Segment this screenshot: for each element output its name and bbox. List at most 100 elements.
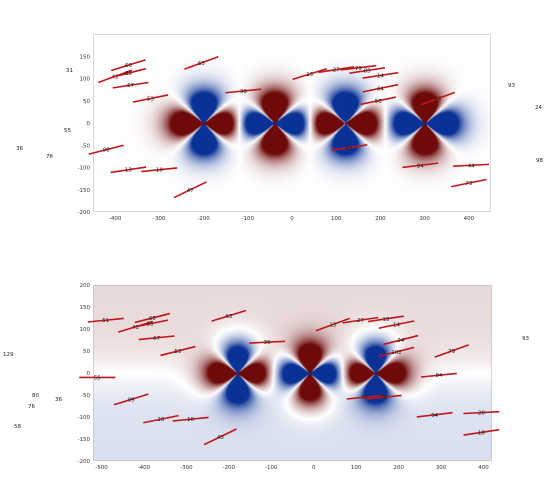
marker-label: 27	[357, 318, 364, 324]
x-tick-label: 400	[464, 216, 475, 222]
field-svg: -500 -400 -300 -200 -100 0 100 200 300 4002001501…	[78, 283, 500, 471]
marker-label: 64	[377, 86, 384, 92]
side-label-right: 93	[522, 336, 529, 342]
marker-line	[110, 59, 146, 72]
marker-label: 13	[306, 72, 313, 78]
side-label-left: 36	[16, 146, 23, 152]
marker-label: 63	[198, 61, 205, 67]
x-tick-label: -400	[138, 465, 151, 471]
marker-line	[138, 335, 175, 341]
marker-line	[463, 410, 500, 415]
x-tick-label: -400	[109, 216, 122, 222]
field-svg: -400 -300 -200 -100 0 100 200 300 400 150 100 50 0 -5…	[78, 34, 491, 222]
marker-label: 99	[128, 397, 135, 403]
marker-line	[434, 344, 469, 358]
marker-label: 14	[393, 323, 400, 329]
marker-line	[346, 394, 383, 400]
marker-label: 73	[465, 181, 472, 187]
marker-label: 15	[382, 317, 389, 323]
marker-line	[132, 319, 169, 329]
marker-line	[112, 81, 149, 89]
field-heatmap	[93, 34, 491, 212]
marker-line	[292, 67, 328, 81]
marker-line	[160, 345, 196, 357]
x-tick-label: -200	[197, 216, 210, 222]
y-tick-label: 150	[80, 54, 91, 60]
x-tick-label: -300	[180, 465, 193, 471]
y-tick-label: 0	[87, 371, 91, 377]
side-label-left: 76	[28, 404, 35, 410]
y-tick-label: -100	[78, 415, 91, 421]
marker-line	[402, 162, 439, 169]
marker-line	[225, 88, 262, 94]
marker-label: 14	[377, 73, 384, 79]
x-tick-label: 300	[419, 216, 430, 222]
marker-line	[378, 346, 415, 358]
marker-label: 10	[156, 168, 163, 174]
marker-label: 24	[397, 338, 404, 344]
marker-label: 84	[435, 373, 442, 379]
x-tick-label: 0	[290, 216, 294, 222]
marker-label: 61	[346, 145, 353, 151]
marker-line	[349, 67, 386, 74]
marker-line	[416, 411, 453, 418]
marker-label: 55	[147, 322, 154, 328]
y-tick-label: 0	[87, 121, 91, 127]
marker-label: 67	[127, 83, 134, 89]
marker-label: 43	[217, 435, 224, 441]
marker-label: 60	[125, 63, 132, 69]
marker-line	[362, 71, 399, 79]
x-tick-label: -300	[153, 216, 166, 222]
x-tick-label: -100	[242, 216, 255, 222]
field-map-bottom: -500 -400 -300 -200 -100 0 100 200 300 400 200 150 1…	[78, 283, 500, 471]
marker-label: 65	[149, 316, 156, 322]
marker-label: 20	[478, 411, 485, 417]
marker-label: 56	[375, 99, 382, 105]
marker-label: 98	[103, 148, 110, 154]
marker-label: 53	[147, 97, 154, 103]
marker-label: 27	[333, 68, 340, 74]
marker-line	[340, 64, 377, 71]
y-tick-label: -150	[78, 437, 91, 443]
x-tick-label: 0	[312, 465, 316, 471]
marker-line	[453, 163, 490, 167]
marker-line	[87, 317, 124, 323]
marker-line	[378, 320, 415, 329]
marker-label: 94	[417, 163, 424, 169]
x-tick-label: 100	[351, 465, 362, 471]
side-label-left: 129	[3, 352, 14, 358]
marker-label: 79	[355, 66, 362, 72]
marker-label: 44	[468, 163, 475, 169]
marker-line	[173, 181, 207, 199]
marker-label: 79	[448, 349, 455, 355]
marker-label: 65	[125, 71, 132, 77]
side-label-left: 31	[66, 68, 73, 74]
y-tick-label: -200	[78, 210, 91, 216]
marker-label: 102	[391, 350, 402, 356]
marker-line	[331, 143, 368, 151]
y-tick-label: -50	[81, 393, 90, 399]
field-map-top: -400 -300 -200 -100 0 100 200 300 400 150 100 50 0 -5…	[78, 34, 491, 222]
y-tick-label: 200	[80, 283, 91, 289]
marker-line	[113, 393, 149, 406]
y-tick-label: 50	[83, 99, 90, 105]
side-label-left: 76	[46, 154, 53, 160]
marker-line	[420, 91, 456, 106]
marker-line	[451, 178, 487, 188]
marker-line	[184, 56, 219, 70]
marker-label: 18	[478, 430, 485, 436]
x-tick-label: 200	[393, 465, 404, 471]
y-tick-label: 150	[80, 305, 91, 311]
x-tick-label: -100	[265, 465, 278, 471]
marker-label: 71	[361, 395, 368, 401]
marker-line	[141, 167, 178, 173]
side-label-left: 58	[14, 424, 21, 430]
marker-label: 94	[431, 413, 438, 419]
y-tick-label: -200	[78, 459, 91, 465]
x-tick-label: 100	[331, 216, 342, 222]
y-tick-label: 50	[83, 349, 90, 355]
marker-label: 76	[434, 97, 441, 103]
marker-label: 13	[125, 168, 132, 174]
marker-label: 85	[364, 68, 371, 74]
marker-label: 53	[174, 349, 181, 355]
